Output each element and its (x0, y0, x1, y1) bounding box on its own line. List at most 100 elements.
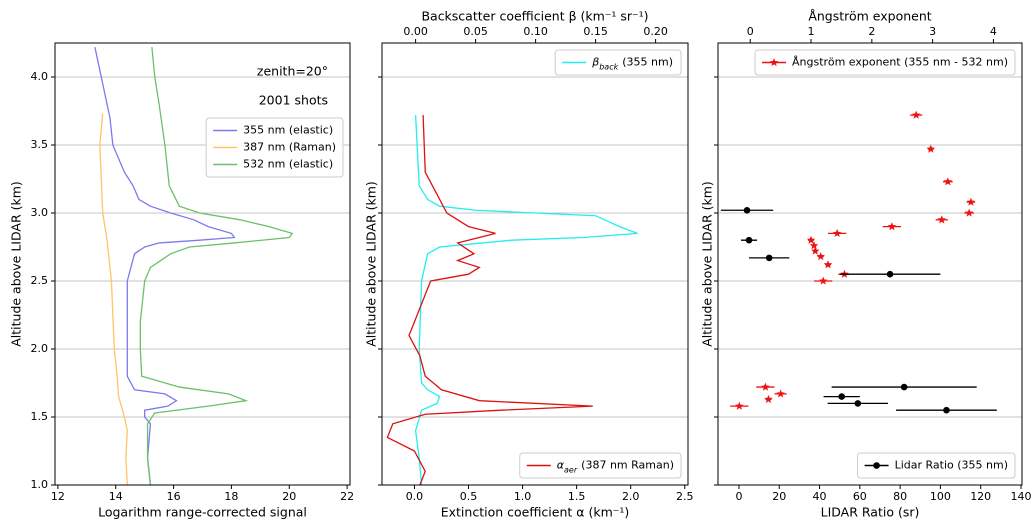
x2-tick-label: 1 (808, 25, 815, 38)
x-tick-label: 0.5 (460, 490, 478, 503)
legend: αaer (387 nm Raman) (519, 452, 682, 479)
data-layer (386, 115, 638, 485)
x-tick-label: 2.5 (676, 490, 694, 503)
x-tick-label: 80 (893, 490, 907, 503)
x2-tick-label: 0.00 (403, 25, 428, 38)
legend-label-rest: (355 nm) (622, 56, 673, 69)
point (937, 215, 947, 224)
point (806, 235, 816, 244)
point (966, 197, 976, 206)
data-layer (94, 46, 294, 485)
x-tick-label: 0.0 (406, 490, 424, 503)
panel: 1.0 1.5 2.0 2.5 3.0 3.5 4.0 12 14 16 18 20 22 Logarit… (9, 42, 354, 520)
x2-tick-label: 0.15 (583, 25, 608, 38)
profile-line (139, 47, 294, 485)
point (745, 236, 753, 244)
point (832, 228, 842, 238)
data-layer (720, 110, 997, 414)
point (854, 400, 862, 407)
legend-label: αaer (387 nm Raman) (557, 459, 674, 475)
profile-line (94, 46, 236, 485)
legend: 355 nm (elastic) 387 nm (Raman) 532 nm (el… (205, 117, 344, 178)
point (816, 252, 826, 261)
plot-area (382, 43, 688, 485)
axes-frame (717, 42, 1023, 486)
legend-box (554, 49, 682, 76)
legend-label: 532 nm (elastic) (243, 158, 333, 171)
legend: Ångström exponent (355 nm - 532 nm) (754, 49, 1016, 76)
x2-tick-label: 0 (747, 25, 754, 38)
x2-tick-label: 3 (929, 25, 936, 38)
x-axis-label: LIDAR Ratio (sr) (821, 505, 920, 520)
x-tick-label: 16 (167, 490, 181, 503)
legend-box (519, 452, 682, 479)
x-tick-label: 120 (970, 490, 991, 503)
point (926, 144, 936, 153)
y-axis-label: Altitude above LIDAR (km) (364, 181, 379, 347)
x2-tick-label: 0.05 (463, 25, 488, 38)
x-tick-label: 22 (340, 490, 354, 503)
legend-subscript: aer (564, 466, 578, 475)
x-axis-label: Extinction coefficient α (km⁻¹) (441, 505, 630, 520)
x-tick-label: 12 (51, 490, 65, 503)
x-tick-label: 14 (109, 490, 123, 503)
legend-label: 355 nm (elastic) (243, 124, 333, 137)
point (943, 177, 953, 186)
x2-tick-label: 4 (990, 25, 997, 38)
x-tick-label: 40 (813, 490, 827, 503)
point (776, 389, 785, 398)
point (887, 222, 897, 231)
point (743, 206, 751, 214)
axes-frame (54, 42, 351, 486)
x-tick-label: 140 (1010, 490, 1031, 503)
profile-line (99, 113, 128, 485)
point (823, 260, 833, 269)
x-axis-label: Logarithm range-corrected signal (98, 505, 307, 520)
point (809, 241, 819, 250)
y-axis-label: Altitude above LIDAR (km) (9, 181, 24, 347)
point (811, 246, 820, 255)
y-tick-label: 4.0 (31, 70, 49, 83)
x-tick-label: 1.5 (568, 490, 586, 503)
y-tick-label: 2.5 (31, 274, 49, 287)
legend: βback (355 nm) (554, 49, 682, 76)
axes-frame (381, 42, 689, 486)
x-tick-label: 60 (853, 490, 867, 503)
profile-line (414, 115, 638, 485)
point (838, 393, 845, 400)
x-tick-label: 100 (930, 490, 951, 503)
legend-label-rest: (387 nm Raman) (581, 459, 674, 472)
point (886, 270, 894, 278)
legend-subscript: back (599, 63, 618, 72)
legend-label: Ångström exponent (355 nm - 532 nm) (792, 56, 1008, 69)
legend-marker (873, 462, 880, 469)
legend-box (857, 452, 1016, 479)
x2-axis-label: Backscatter coefficient β (km⁻¹ sr⁻¹) (421, 9, 648, 24)
point (943, 406, 950, 414)
x2-tick-label: 2 (868, 25, 875, 38)
plot-area (718, 43, 1022, 485)
legend-box (205, 117, 344, 178)
legend-symbol: β (591, 56, 599, 69)
annotation: 2001 shots (259, 93, 328, 108)
y-tick-label: 3.5 (31, 138, 49, 151)
y-axis-label: Altitude above LIDAR (km) (700, 181, 715, 347)
legend: Lidar Ratio (355 nm) (857, 452, 1016, 479)
legend-label: βback (355 nm) (591, 56, 673, 72)
annotation: zenith=20° (257, 64, 328, 79)
point (964, 208, 974, 217)
x-tick-label: 20 (772, 490, 786, 503)
point (765, 254, 773, 262)
x-tick-label: 18 (224, 490, 238, 503)
panel: 0.0 0.5 1.0 1.5 2.0 2.5 Extinction coefficient… (364, 9, 694, 520)
profile-line (386, 115, 593, 485)
x2-axis-label: Ångström exponent (808, 9, 931, 24)
point (818, 276, 828, 285)
x-tick-label: 20 (282, 490, 296, 503)
legend-box (754, 49, 1016, 76)
point (761, 382, 770, 391)
x-tick-label: 2.0 (622, 490, 640, 503)
x-tick-label: 1.0 (514, 490, 532, 503)
y-tick-label: 2.0 (31, 342, 49, 355)
